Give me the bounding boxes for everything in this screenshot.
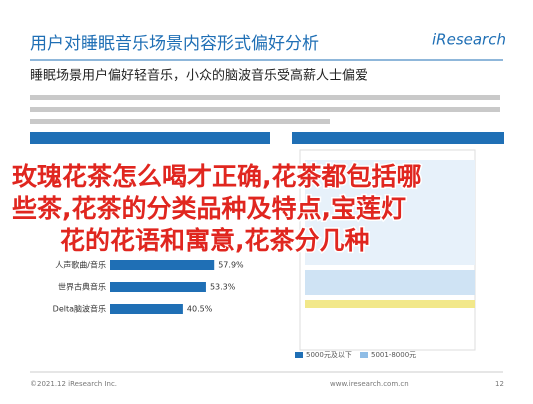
- band: [305, 300, 475, 308]
- brand: iResearch: [432, 31, 506, 49]
- bar: [110, 260, 215, 270]
- band: [305, 160, 475, 265]
- category-label: 世界古典音乐: [58, 282, 106, 292]
- legend-swatch: [295, 352, 303, 358]
- right-chart-header: [292, 132, 504, 144]
- body-text-blur: [30, 95, 500, 124]
- page-number: 12: [495, 380, 504, 388]
- text-line: [30, 119, 330, 124]
- value-label: 53.3%: [210, 283, 236, 292]
- overlay-line: 些茶,花茶的分类品种及特点,宝莲灯: [12, 194, 406, 223]
- footer-right: www.iresearch.com.cn: [330, 380, 409, 388]
- value-label: 40.5%: [187, 305, 213, 314]
- legend-label: 5000元及以下: [306, 351, 352, 359]
- left-chart: 人声歌曲/音乐 57.9% 世界古典音乐 53.3% Delta脑波音乐 40.5%: [53, 260, 244, 314]
- category-label: 人声歌曲/音乐: [55, 260, 106, 270]
- legend-label: 5001-8000元: [371, 351, 416, 359]
- text-line: [30, 107, 500, 112]
- right-chart: 5000元及以下 5001-8000元: [295, 149, 476, 359]
- subtitle: 睡眠场景用户偏好轻音乐，小众的脑波音乐受高薪人士偏爱: [30, 68, 368, 84]
- bar: [110, 282, 206, 292]
- legend-swatch: [360, 352, 368, 358]
- text-line: [30, 95, 500, 100]
- category-label: Delta脑波音乐: [53, 304, 106, 314]
- value-label: 57.9%: [218, 261, 244, 270]
- title: 用户对睡眠音乐场景内容形式偏好分析: [30, 34, 319, 54]
- band: [305, 270, 475, 295]
- footer-left: ©2021.12 iResearch Inc.: [30, 380, 117, 388]
- bar: [110, 304, 183, 314]
- overlay-line: 玫瑰花茶怎么喝才正确,花茶都包括哪: [12, 162, 422, 191]
- overlay-line: 花的花语和寓意,花茶分几种: [60, 226, 370, 255]
- left-chart-header: [30, 132, 270, 144]
